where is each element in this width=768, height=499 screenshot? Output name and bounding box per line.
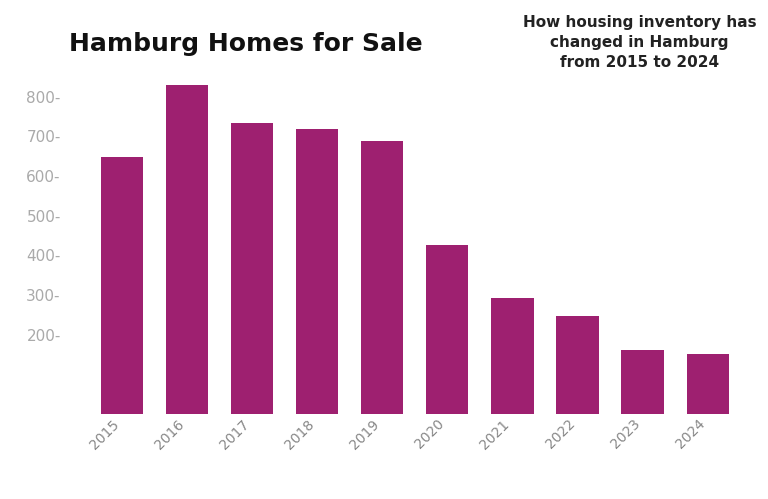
Bar: [687, 354, 729, 414]
Text: Hamburg Homes for Sale: Hamburg Homes for Sale: [69, 32, 422, 56]
Bar: [230, 123, 273, 414]
Bar: [492, 298, 534, 414]
Bar: [101, 157, 143, 414]
Text: How housing inventory has
changed in Hamburg
from 2015 to 2024: How housing inventory has changed in Ham…: [523, 15, 756, 69]
Bar: [426, 246, 468, 414]
Bar: [621, 350, 664, 414]
Bar: [296, 129, 338, 414]
Bar: [361, 141, 403, 414]
Bar: [556, 316, 599, 414]
Bar: [166, 85, 208, 414]
